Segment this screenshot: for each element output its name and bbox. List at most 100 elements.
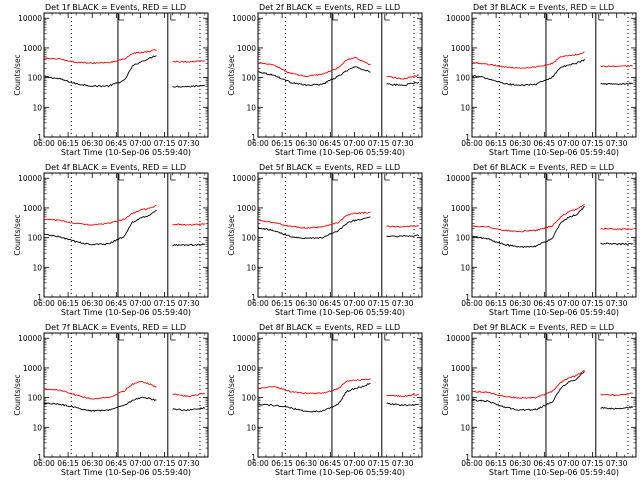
y-tick-label: 1000 (237, 364, 256, 373)
y-tick-label: 1 (37, 453, 42, 462)
x-tick-label: 06:45 (534, 139, 556, 148)
lld-series-line (257, 56, 419, 80)
y-tick-label: 1000 (23, 44, 42, 53)
x-tick-label: 06:45 (320, 299, 342, 308)
x-tick-label: 07:15 (582, 299, 604, 308)
y-tick-label: 10000 (18, 334, 42, 343)
x-tick-label: 07:30 (392, 459, 414, 468)
x-tick-label: 06:30 (81, 459, 103, 468)
events-series-line (43, 396, 206, 412)
x-tick-label: 07:00 (130, 459, 152, 468)
events-series-line (471, 205, 634, 249)
y-axis-label: Counts/sec (441, 214, 450, 255)
plot-frame (471, 332, 637, 458)
x-tick-label: 06:30 (295, 459, 317, 468)
y-tick-label: 1 (37, 293, 42, 302)
y-axis-label: Counts/sec (227, 54, 236, 95)
chart-panel: Det 5f BLACK = Events, RED = LLD 1 10 100 10… (227, 163, 423, 317)
x-tick-label: 06:15 (485, 139, 507, 148)
x-axis-label: Start Time (10-Sep-06 05:59:40) (489, 148, 619, 157)
flag-mark (170, 174, 176, 181)
x-tick-label: 06:15 (57, 139, 79, 148)
y-axis-label: Counts/sec (13, 374, 22, 415)
x-axis-label: Start Time (10-Sep-06 05:59:40) (275, 148, 405, 157)
x-tick-label: 07:30 (606, 299, 628, 308)
y-tick-label: 1000 (451, 44, 470, 53)
x-tick-label: 07:00 (344, 459, 366, 468)
x-tick-label: 07:15 (368, 459, 390, 468)
chart-title: Det 8f BLACK = Events, RED = LLD (259, 323, 400, 332)
x-tick-label: 07:15 (154, 299, 176, 308)
x-tick-label: 07:30 (178, 139, 200, 148)
x-axis-label: Start Time (10-Sep-06 05:59:40) (61, 468, 191, 477)
events-series-line (471, 371, 634, 411)
plot-frame (471, 12, 637, 138)
flag-mark (384, 334, 390, 341)
x-tick-label: 07:15 (368, 139, 390, 148)
x-tick-label: 06:15 (485, 459, 507, 468)
flag-mark (170, 14, 176, 21)
flag-mark (546, 14, 552, 21)
flag-mark (546, 334, 552, 341)
x-tick-label: 07:30 (606, 139, 628, 148)
x-tick-label: 06:45 (106, 459, 128, 468)
events-series-line (258, 382, 419, 413)
y-tick-label: 10 (460, 103, 470, 112)
y-tick-label: 1 (37, 133, 42, 142)
x-tick-label: 07:15 (154, 139, 176, 148)
flag-mark (384, 174, 390, 181)
x-tick-label: 06:00 (461, 459, 483, 468)
x-tick-label: 06:15 (57, 459, 79, 468)
lld-series-line (258, 211, 419, 230)
lld-series-line (44, 49, 205, 65)
x-tick-label: 07:00 (558, 459, 580, 468)
flag-mark (118, 334, 124, 341)
y-tick-label: 100 (242, 74, 257, 83)
y-tick-label: 10 (32, 103, 42, 112)
y-tick-label: 1000 (451, 204, 470, 213)
chart-title: Det 5f BLACK = Events, RED = LLD (259, 163, 400, 172)
events-series-line (257, 66, 420, 87)
x-tick-label: 06:30 (295, 299, 317, 308)
y-tick-label: 10 (246, 103, 256, 112)
y-axis-label: Counts/sec (441, 374, 450, 415)
x-tick-label: 06:00 (461, 139, 483, 148)
chart-panel: Det 1f BLACK = Events, RED = LLD 1 10 100 10… (13, 3, 209, 157)
y-tick-label: 10 (460, 263, 470, 272)
chart-title: Det 7f BLACK = Events, RED = LLD (45, 323, 186, 332)
plot-frame (257, 332, 423, 458)
x-axis-label: Start Time (10-Sep-06 05:59:40) (275, 468, 405, 477)
chart-title: Det 1f BLACK = Events, RED = LLD (45, 3, 186, 12)
chart-panel: Det 8f BLACK = Events, RED = LLD 1 10 100 10… (227, 323, 423, 477)
x-tick-label: 06:15 (57, 299, 79, 308)
lld-series-line (472, 51, 633, 69)
x-tick-label: 06:30 (81, 299, 103, 308)
flag-mark (598, 14, 604, 21)
chart-title: Det 2f BLACK = Events, RED = LLD (259, 3, 400, 12)
x-tick-label: 06:15 (271, 139, 293, 148)
x-tick-label: 07:00 (130, 139, 152, 148)
y-tick-label: 100 (28, 394, 43, 403)
x-tick-label: 06:00 (33, 459, 55, 468)
flag-mark (332, 14, 338, 21)
chart-title: Det 6f BLACK = Events, RED = LLD (473, 163, 614, 172)
x-tick-label: 07:15 (582, 459, 604, 468)
x-tick-label: 07:00 (344, 139, 366, 148)
plot-frame (43, 332, 209, 458)
plot-frame (471, 172, 637, 298)
y-tick-label: 10000 (18, 14, 42, 23)
flag-mark (546, 174, 552, 181)
x-axis-label: Start Time (10-Sep-06 05:59:40) (275, 308, 405, 317)
x-tick-label: 06:45 (320, 459, 342, 468)
y-tick-label: 10000 (446, 14, 470, 23)
y-tick-label: 10000 (446, 334, 470, 343)
plot-frame (257, 12, 423, 138)
chart-panel: Det 9f BLACK = Events, RED = LLD 1 10 100 10… (441, 323, 637, 477)
x-tick-label: 06:45 (534, 459, 556, 468)
y-tick-label: 100 (456, 394, 471, 403)
flag-mark (118, 14, 124, 21)
x-tick-label: 07:00 (558, 139, 580, 148)
y-tick-label: 10000 (232, 334, 256, 343)
flag-mark (118, 174, 124, 181)
y-tick-label: 10000 (446, 174, 470, 183)
